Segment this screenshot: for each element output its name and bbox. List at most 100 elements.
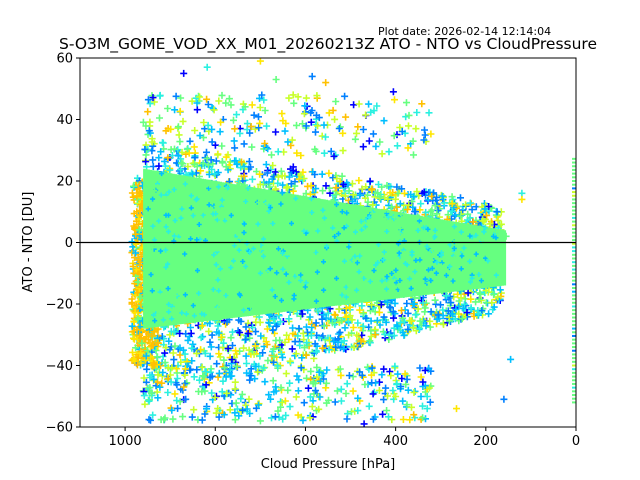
scatter-point [256, 104, 264, 111]
scatter-point [407, 276, 413, 282]
scatter-point [208, 389, 216, 397]
scatter-point [337, 284, 343, 290]
scatter-point [255, 401, 262, 409]
scatter-point [129, 193, 137, 201]
scatter-point [237, 318, 245, 325]
scatter-point [170, 306, 176, 312]
scatter-point [182, 395, 190, 403]
scatter-point [433, 315, 441, 323]
scatter-point [270, 221, 276, 227]
scatter-point [184, 163, 192, 170]
scatter-point [572, 312, 576, 315]
scatter-point [411, 387, 419, 395]
scatter-point [518, 195, 526, 203]
scatter-point [367, 279, 373, 284]
scatter-point [243, 405, 251, 413]
scatter-point [404, 144, 412, 152]
scatter-point [476, 272, 482, 277]
scatter-point [155, 154, 163, 162]
scatter-point [399, 397, 407, 405]
scatter-point [572, 216, 576, 219]
scatter-point [271, 413, 279, 421]
scatter-point [572, 349, 576, 352]
scatter-point [281, 127, 289, 135]
scatter-point [423, 393, 431, 400]
scatter-point [130, 317, 138, 325]
scatter-point [263, 325, 271, 333]
scatter-point [289, 167, 297, 174]
scatter-point [419, 378, 427, 386]
scatter-point [190, 283, 196, 289]
scatter-point [572, 198, 576, 201]
scatter-point [206, 185, 212, 191]
scatter-point [572, 397, 576, 400]
scatter-point [274, 270, 280, 276]
scatter-point [318, 132, 326, 140]
scatter-point [323, 366, 331, 374]
scatter-point [386, 368, 394, 376]
scatter-point [357, 286, 363, 292]
scatter-point [274, 362, 282, 370]
scatter-point [210, 287, 216, 292]
scatter-point [238, 158, 245, 166]
scatter-point [302, 122, 310, 130]
scatter-point [182, 181, 188, 187]
scatter-point [213, 204, 219, 210]
scatter-point [179, 346, 187, 354]
scatter-point [202, 381, 210, 389]
scatter-point [354, 394, 362, 402]
scatter-point [248, 175, 256, 183]
scatter-point [276, 246, 281, 252]
scatter-point [306, 393, 314, 401]
scatter-point [149, 411, 157, 419]
scatter-point [324, 309, 332, 317]
scatter-point [572, 202, 576, 205]
scatter-point [374, 189, 382, 197]
scatter-point [231, 385, 239, 393]
x-tick-label: 1000 [109, 434, 142, 449]
scatter-point [165, 261, 171, 267]
scatter-point [187, 329, 195, 337]
scatter-point [317, 367, 324, 375]
scatter-point [244, 330, 252, 337]
scatter-point [356, 269, 362, 275]
scatter-point [367, 317, 375, 325]
scatter-point [197, 346, 205, 354]
scatter-point [300, 399, 308, 407]
scatter-point [203, 154, 211, 162]
scatter-point [572, 320, 576, 323]
scatter-point [207, 183, 213, 189]
scatter-point [386, 189, 394, 197]
scatter-point [142, 378, 150, 386]
scatter-point [417, 200, 425, 208]
y-axis-label: ATO - NTO [DU] [21, 192, 36, 293]
scatter-point [210, 106, 218, 114]
scatter-point [216, 128, 224, 136]
scatter-point [296, 249, 302, 255]
scatter-point [150, 245, 156, 251]
scatter-point [424, 215, 430, 221]
scatter-point [456, 212, 464, 220]
scatter-point [311, 340, 319, 348]
scatter-point [172, 293, 178, 298]
scatter-point [362, 111, 370, 119]
scatter-point [572, 157, 576, 160]
scatter-point [464, 216, 471, 224]
scatter-point [389, 271, 395, 276]
y-tick-label: −20 [46, 298, 73, 313]
scatter-point [397, 285, 403, 291]
scatter-point [179, 160, 187, 168]
scatter-point [389, 387, 397, 394]
scatter-point [325, 239, 331, 245]
scatter-point [400, 253, 406, 259]
scatter-point [205, 327, 213, 335]
scatter-point [440, 257, 446, 263]
scatter-point [445, 313, 453, 321]
scatter-point [268, 196, 274, 202]
scatter-point [385, 413, 392, 421]
scatter-point [493, 235, 499, 241]
scatter-point [298, 310, 306, 318]
scatter-point [490, 233, 496, 239]
scatter-point [302, 94, 310, 102]
scatter-point [159, 139, 167, 147]
